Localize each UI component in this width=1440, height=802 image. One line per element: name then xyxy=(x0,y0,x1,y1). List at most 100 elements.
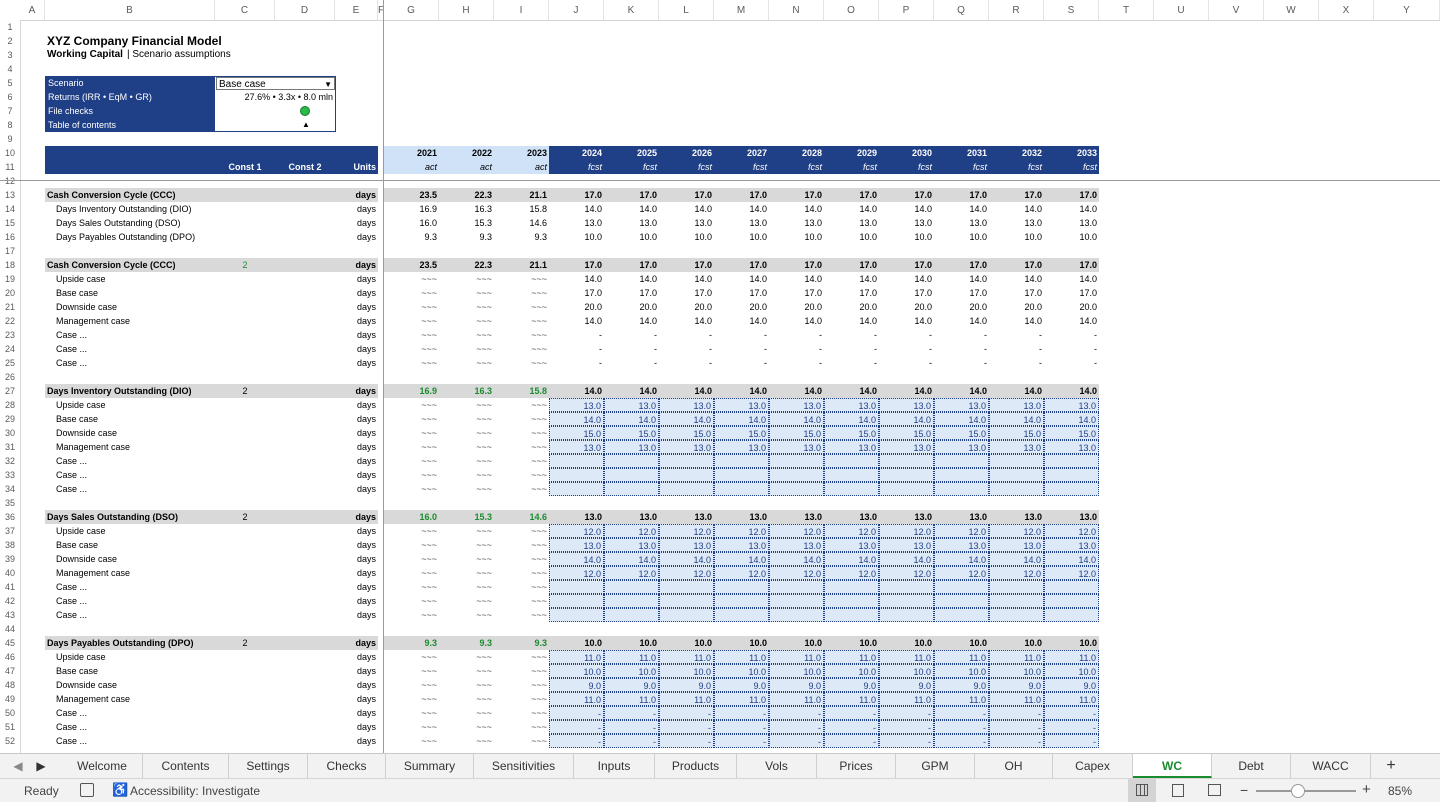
input-cell[interactable] xyxy=(769,594,824,608)
row-header[interactable]: 28 xyxy=(4,400,15,410)
sheet-tab-wacc[interactable]: WACC xyxy=(1291,754,1371,778)
input-cell[interactable] xyxy=(549,594,604,608)
value-cell[interactable]: 22.3 xyxy=(474,260,492,270)
column-header-g[interactable]: G xyxy=(384,0,439,20)
value-cell[interactable]: 14.0 xyxy=(1024,204,1042,214)
value-cell[interactable]: 13.0 xyxy=(969,218,987,228)
input-cell[interactable]: - xyxy=(989,706,1044,720)
value-cell[interactable]: ~~~ xyxy=(531,456,547,466)
row-label[interactable]: Case ... xyxy=(56,358,88,368)
units-value[interactable]: days xyxy=(356,442,376,452)
value-cell[interactable]: ~~~ xyxy=(421,526,437,536)
value-cell[interactable]: 14.0 xyxy=(749,386,767,396)
value-cell[interactable]: - xyxy=(874,330,877,340)
input-cell[interactable] xyxy=(714,594,769,608)
input-cell[interactable] xyxy=(659,580,714,594)
value-cell[interactable]: 14.0 xyxy=(749,204,767,214)
input-cell[interactable]: 9.0 xyxy=(824,678,879,692)
value-cell[interactable]: 17.0 xyxy=(1024,190,1042,200)
row-header[interactable]: 22 xyxy=(4,316,15,326)
column-header-c[interactable]: C xyxy=(215,0,275,20)
row-label[interactable]: Upside case xyxy=(56,400,106,410)
units-value[interactable]: days xyxy=(356,722,376,732)
value-cell[interactable]: 13.0 xyxy=(1024,218,1042,228)
input-cell[interactable]: - xyxy=(934,734,989,748)
input-cell[interactable]: - xyxy=(659,734,714,748)
sheet-tab-debt[interactable]: Debt xyxy=(1212,754,1291,778)
value-cell[interactable]: 13.0 xyxy=(969,512,987,522)
value-cell[interactable]: 10.0 xyxy=(1079,232,1097,242)
input-cell[interactable]: 10.0 xyxy=(549,664,604,678)
value-cell[interactable]: 10.0 xyxy=(804,232,822,242)
input-cell[interactable]: 11.0 xyxy=(1044,650,1099,664)
input-cell[interactable]: 10.0 xyxy=(989,664,1044,678)
row-label[interactable]: Case ... xyxy=(56,736,88,746)
input-cell[interactable]: 9.0 xyxy=(769,678,824,692)
value-cell[interactable]: ~~~ xyxy=(476,484,492,494)
input-cell[interactable]: 14.0 xyxy=(824,412,879,426)
input-cell[interactable]: - xyxy=(824,720,879,734)
input-cell[interactable]: 14.0 xyxy=(989,412,1044,426)
column-header-a[interactable]: A xyxy=(20,0,45,20)
column-header-j[interactable]: J xyxy=(549,0,604,20)
input-cell[interactable]: 13.0 xyxy=(549,538,604,552)
value-cell[interactable]: ~~~ xyxy=(476,288,492,298)
input-cell[interactable] xyxy=(769,482,824,496)
row-label[interactable]: Case ... xyxy=(56,330,88,340)
input-cell[interactable]: - xyxy=(824,706,879,720)
row-header[interactable]: 13 xyxy=(4,190,15,200)
value-cell[interactable]: 17.0 xyxy=(749,260,767,270)
input-cell[interactable] xyxy=(659,468,714,482)
value-cell[interactable]: ~~~ xyxy=(531,330,547,340)
value-cell[interactable]: - xyxy=(819,344,822,354)
value-cell[interactable]: ~~~ xyxy=(531,526,547,536)
input-cell[interactable]: - xyxy=(769,720,824,734)
units-value[interactable]: days xyxy=(356,540,376,550)
input-cell[interactable] xyxy=(714,468,769,482)
units-value[interactable]: days xyxy=(356,736,376,746)
row-header[interactable]: 9 xyxy=(7,134,13,144)
value-cell[interactable]: - xyxy=(819,358,822,368)
units-value[interactable]: days xyxy=(356,232,376,242)
input-cell[interactable]: 15.0 xyxy=(549,426,604,440)
input-cell[interactable]: - xyxy=(989,720,1044,734)
input-cell[interactable] xyxy=(1044,454,1099,468)
value-cell[interactable]: 20.0 xyxy=(914,302,932,312)
value-cell[interactable]: ~~~ xyxy=(476,470,492,480)
value-cell[interactable]: 9.3 xyxy=(424,232,437,242)
sheet-tab-settings[interactable]: Settings xyxy=(229,754,308,778)
input-cell[interactable] xyxy=(769,454,824,468)
input-cell[interactable]: 14.0 xyxy=(714,552,769,566)
row-label[interactable]: Days Inventory Outstanding (DIO) xyxy=(56,204,192,214)
row-header[interactable]: 6 xyxy=(7,92,13,102)
input-cell[interactable] xyxy=(604,594,659,608)
input-cell[interactable]: 14.0 xyxy=(824,552,879,566)
value-cell[interactable]: 14.0 xyxy=(749,274,767,284)
input-cell[interactable]: 13.0 xyxy=(549,440,604,454)
value-cell[interactable]: 20.0 xyxy=(639,302,657,312)
value-cell[interactable]: - xyxy=(1039,344,1042,354)
value-cell[interactable]: 16.0 xyxy=(419,512,437,522)
units-value[interactable]: days xyxy=(356,358,376,368)
input-cell[interactable]: 14.0 xyxy=(1044,552,1099,566)
value-cell[interactable]: 16.3 xyxy=(474,204,492,214)
input-cell[interactable]: - xyxy=(769,706,824,720)
column-header-p[interactable]: P xyxy=(879,0,934,20)
value-cell[interactable]: 15.8 xyxy=(529,386,547,396)
value-cell[interactable]: 14.0 xyxy=(1079,274,1097,284)
value-cell[interactable]: - xyxy=(874,344,877,354)
row-header[interactable]: 42 xyxy=(4,596,15,606)
input-cell[interactable]: 11.0 xyxy=(879,650,934,664)
value-cell[interactable]: 13.0 xyxy=(639,218,657,228)
row-label[interactable]: Base case xyxy=(56,414,99,424)
input-cell[interactable]: 13.0 xyxy=(879,398,934,412)
value-cell[interactable]: 17.0 xyxy=(749,288,767,298)
value-cell[interactable]: ~~~ xyxy=(421,568,437,578)
units-value[interactable]: days xyxy=(356,414,376,424)
value-cell[interactable]: ~~~ xyxy=(421,722,437,732)
input-cell[interactable]: - xyxy=(659,720,714,734)
value-cell[interactable]: ~~~ xyxy=(531,736,547,746)
input-cell[interactable]: 15.0 xyxy=(824,426,879,440)
input-cell[interactable]: 11.0 xyxy=(989,650,1044,664)
